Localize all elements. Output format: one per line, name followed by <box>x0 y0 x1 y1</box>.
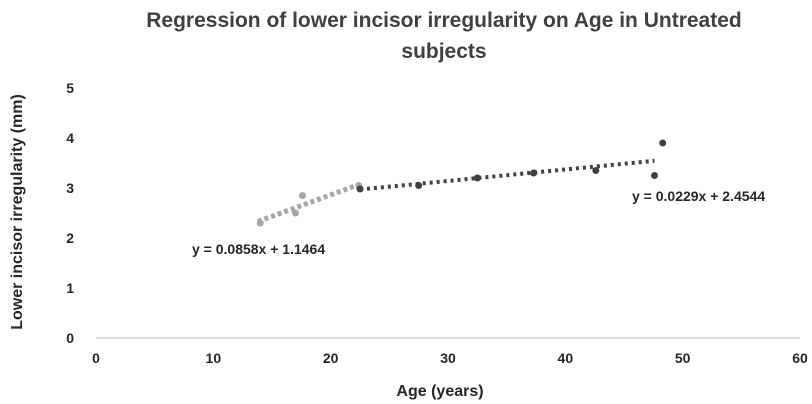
y-tick-label: 3 <box>66 180 74 196</box>
y-tick-label: 5 <box>66 80 74 96</box>
data-point-series-2 <box>592 167 600 174</box>
equation-label-series-2: y = 0.0229x + 2.4544 <box>632 188 765 204</box>
trendline-series-2 <box>359 158 655 192</box>
chart-title-line-2: subjects <box>401 40 486 63</box>
x-tick-label: 60 <box>792 350 808 366</box>
x-tick-label: 50 <box>675 350 691 366</box>
x-tick-label: 10 <box>206 350 222 366</box>
y-tick-label: 4 <box>66 130 74 146</box>
y-axis-title: Lower incisor irregularity (mm) <box>9 94 26 330</box>
x-tick-label: 40 <box>558 350 574 366</box>
trendlines <box>257 158 655 224</box>
x-tick-label: 0 <box>92 350 100 366</box>
y-tick-label: 0 <box>66 330 74 346</box>
data-point-series-2 <box>473 174 481 182</box>
chart-title-line-1: Regression of lower incisor irregularity… <box>146 9 742 32</box>
equation-label-series-1: y = 0.0858x + 1.1464 <box>192 241 325 257</box>
data-point-series-1 <box>291 209 299 217</box>
data-point-series-2 <box>530 169 538 177</box>
y-tick-label: 1 <box>66 280 74 296</box>
data-point-series-2 <box>356 185 364 193</box>
trendline-series-1 <box>257 181 363 224</box>
data-point-series-2 <box>415 182 423 189</box>
x-axis-title: Age (years) <box>396 383 483 400</box>
y-tick-label: 2 <box>66 230 74 246</box>
data-point-series-1 <box>299 192 307 199</box>
tick-labels: 0 10 20 30 40 50 60 0 1 2 3 4 5 <box>66 80 808 366</box>
data-point-series-2 <box>659 139 667 147</box>
x-tick-label: 20 <box>323 350 339 366</box>
x-tick-label: 30 <box>440 350 456 366</box>
data-point-series-2 <box>651 172 659 179</box>
data-point-series-1 <box>256 219 264 227</box>
data-points <box>256 139 667 227</box>
